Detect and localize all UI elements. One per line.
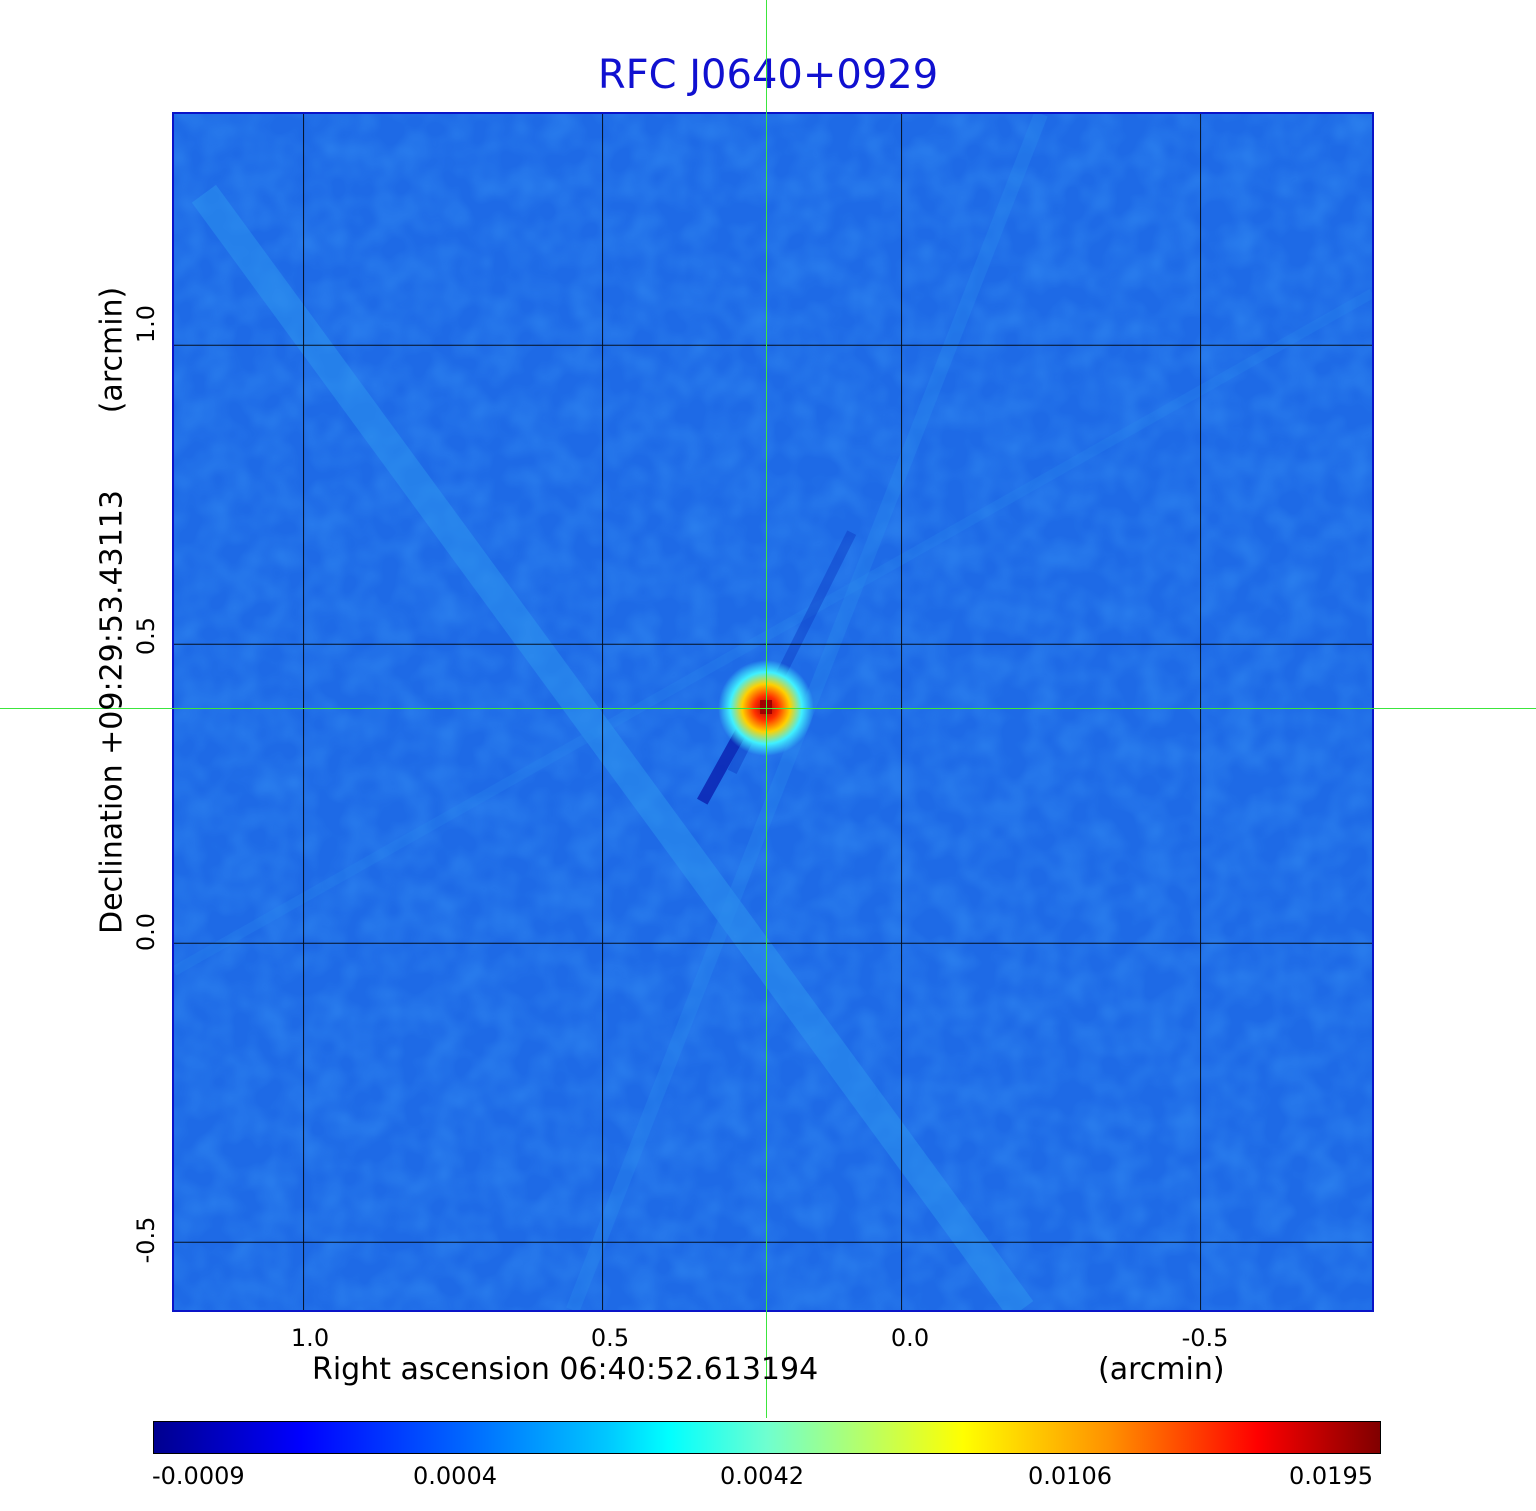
crosshair-horizontal xyxy=(0,708,1536,709)
y-tick-label: -0.5 xyxy=(132,1216,160,1264)
colorbar-tick-label: 0.0004 xyxy=(413,1462,497,1490)
colorbar-tick-label: -0.0009 xyxy=(152,1462,245,1490)
y-axis-unit: (arcmin) xyxy=(94,286,130,414)
image-title: RFC J0640+0929 xyxy=(597,52,939,98)
colorbar-tick-label: 0.0042 xyxy=(720,1462,804,1490)
x-tick-label: 0.0 xyxy=(890,1324,930,1352)
x-axis-label: Right ascension 06:40:52.613194 xyxy=(312,1352,819,1387)
intensity-map xyxy=(174,114,1372,1310)
y-tick-label: 0.5 xyxy=(132,616,160,656)
y-tick-label: 0.0 xyxy=(132,912,160,952)
x-tick-label: -0.5 xyxy=(1181,1324,1229,1352)
sky-image[interactable] xyxy=(172,112,1374,1312)
x-tick-label: 0.5 xyxy=(590,1324,630,1352)
x-axis-unit: (arcmin) xyxy=(1098,1352,1225,1387)
colorbar-tick-label: 0.0195 xyxy=(1289,1462,1373,1490)
x-tick-label: 1.0 xyxy=(290,1324,330,1352)
y-axis-label: Declination +09:29:53.43113 xyxy=(94,490,130,934)
crosshair-vertical xyxy=(766,0,767,1418)
colorbar-tick-label: 0.0106 xyxy=(1028,1462,1112,1490)
y-tick-label: 1.0 xyxy=(132,304,160,344)
colorbar xyxy=(153,1421,1381,1454)
